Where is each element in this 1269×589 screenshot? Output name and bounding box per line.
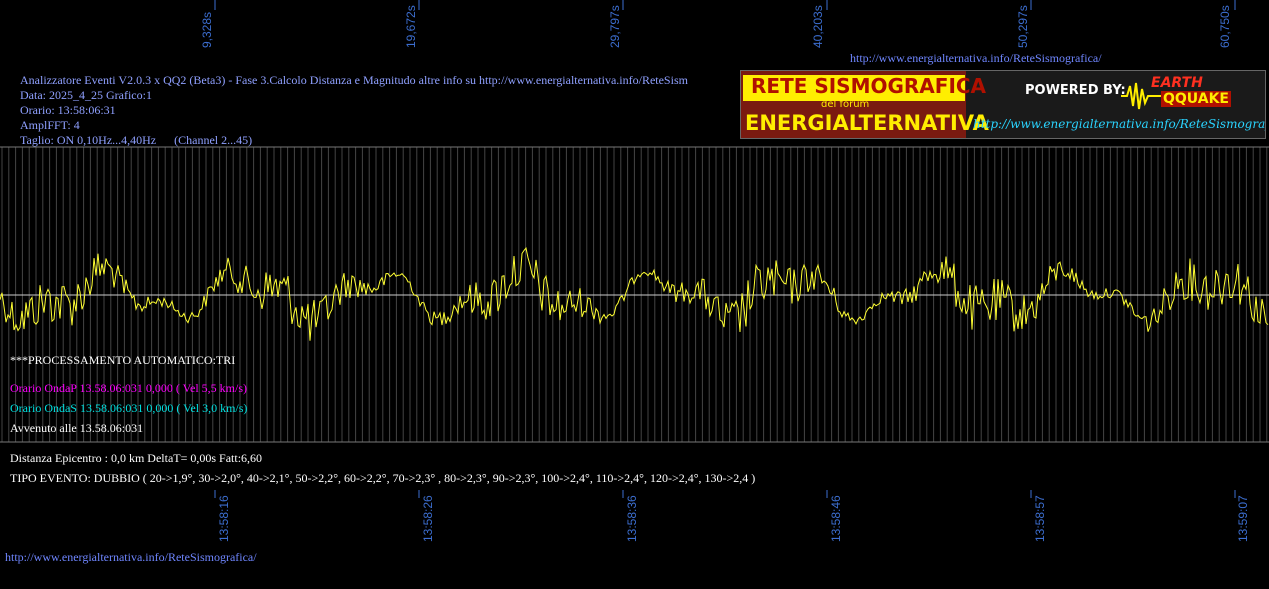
top-time-label: 29,797s: [608, 5, 622, 48]
top-time-label: 19,672s: [404, 5, 418, 48]
logo-subtitle: del forum: [821, 99, 870, 110]
powered-by-label: POWERED BY:: [1025, 83, 1126, 98]
event-type: TIPO EVENTO: DUBBIO ( 20->1,9°, 30->2,0°…: [10, 471, 756, 485]
top-time-label: 9,328s: [200, 11, 214, 48]
logo-name: ENERGIALTERNATIVA: [745, 111, 989, 135]
footer-url-link[interactable]: http://www.energialternativa.info/ReteSi…: [5, 550, 257, 564]
rete-sismografica-logo[interactable]: RETE SISMOGRAFICA del forum ENERGIALTERN…: [740, 70, 1266, 139]
info-filter: Taglio: ON 0,10Hz...4,40Hz (Channel 2...…: [20, 133, 253, 147]
seismic-trace: [0, 246, 1269, 341]
top-time-label: 60,750s: [1218, 5, 1232, 48]
top-time-label: 50,297s: [1016, 5, 1030, 48]
info-date: Data: 2025_4_25 Grafico:1: [20, 88, 152, 102]
processing-status: ***PROCESSAMENTO AUTOMATICO:TRI: [10, 353, 236, 367]
onda-p-time: Orario OndaP 13.58.06:031 0,000 ( Vel 5,…: [10, 381, 247, 395]
bottom-time-label: 13:59:07: [1236, 495, 1250, 542]
epicenter-distance: Distanza Epicentro : 0,0 km DeltaT= 0,00…: [10, 451, 263, 465]
onda-s-time: Orario OndaS 13.58.06:031 0,000 ( Vel 3,…: [10, 401, 248, 415]
earthquake-brand-bottom: QQUAKE: [1161, 91, 1231, 107]
bottom-time-label: 13:58:36: [625, 495, 639, 542]
bottom-time-label: 13:58:46: [829, 495, 843, 542]
info-amplfft: AmplFFT: 4: [20, 118, 80, 132]
bottom-time-label: 13:58:26: [421, 495, 435, 542]
bottom-time-label: 13:58:16: [217, 495, 231, 542]
header-url-link[interactable]: http://www.energialternativa.info/ReteSi…: [850, 51, 1102, 65]
logo-title: RETE SISMOGRAFICA: [751, 74, 987, 98]
bottom-time-label: 13:58:57: [1033, 495, 1047, 542]
info-time: Orario: 13:58:06:31: [20, 103, 116, 117]
event-time: Avvenuto alle 13.58.06:031: [10, 421, 144, 435]
top-time-label: 40,203s: [811, 5, 825, 48]
logo-url[interactable]: http://www.energialternativa.info/ReteSi…: [973, 117, 1266, 131]
info-title: Analizzatore Eventi V2.0.3 x QQ2 (Beta3)…: [20, 73, 688, 87]
earthquake-brand-top: EARTH: [1151, 75, 1203, 91]
seismic-wave-icon: [1121, 82, 1161, 110]
